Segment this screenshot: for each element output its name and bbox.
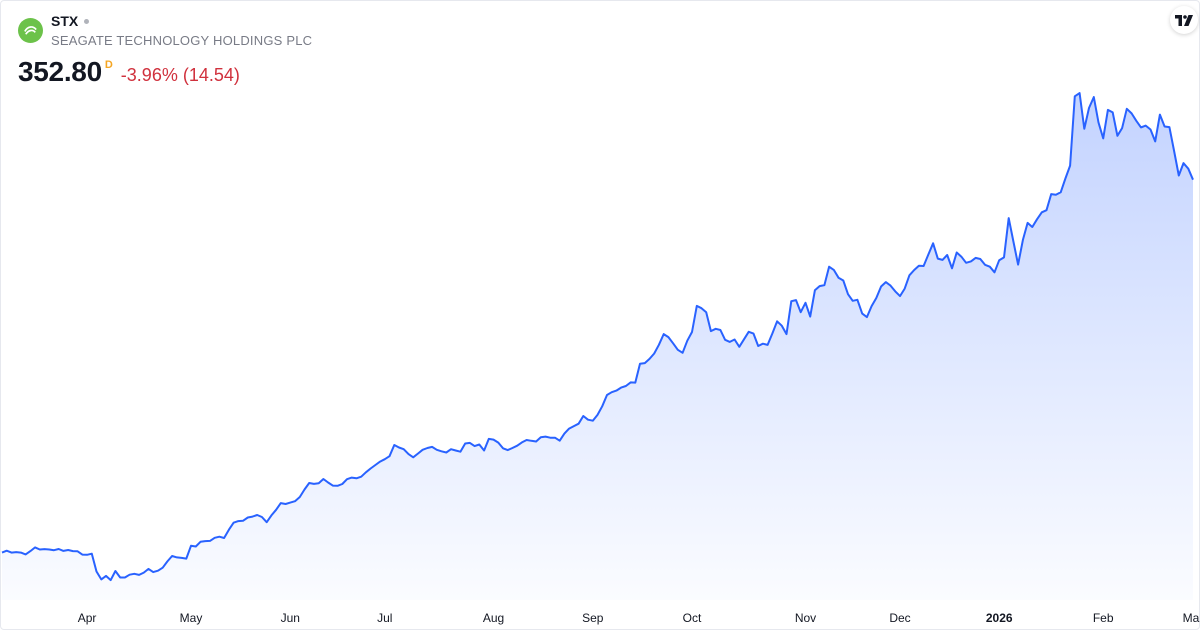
ticker-symbol[interactable]: STX [51, 13, 79, 29]
last-price: 352.80 [18, 56, 102, 87]
interval-flag: D [104, 59, 113, 71]
price-area-fill [2, 93, 1193, 600]
x-tick-label: Aug [483, 611, 504, 625]
x-tick-label: Feb [1093, 611, 1114, 625]
x-tick-label: Jun [281, 611, 300, 625]
x-tick-label: Oct [683, 611, 702, 625]
x-tick-label: May [180, 611, 203, 625]
price-row: 352.80 D -3.96% (14.54) [18, 56, 240, 88]
tradingview-logo-icon[interactable] [1170, 6, 1198, 34]
x-tick-label: Mar [1183, 611, 1200, 625]
market-status-dot [84, 18, 90, 24]
x-tick-label: Sep [582, 611, 604, 625]
x-axis: Apr May Jun Jul Aug Sep Oct Nov Dec 2026 Feb Mar [78, 611, 1200, 625]
seagate-logo-icon[interactable] [18, 18, 43, 43]
price-change: -3.96% (14.54) [120, 65, 240, 85]
x-tick-label: Nov [795, 611, 816, 625]
company-name: SEAGATE TECHNOLOGY HOLDINGS PLC [51, 33, 313, 48]
x-tick-label: Apr [78, 611, 97, 625]
price-line [1, 92, 1194, 582]
x-tick-label: 2026 [986, 611, 1013, 625]
x-tick-label: Jul [377, 611, 392, 625]
x-tick-label: Dec [889, 611, 910, 625]
